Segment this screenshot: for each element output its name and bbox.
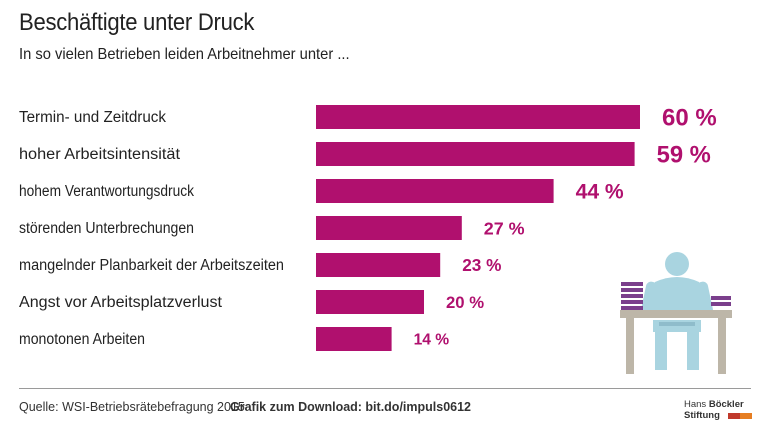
value-label: 60 % (662, 105, 717, 132)
bar (316, 327, 392, 351)
value-label: 14 % (414, 332, 450, 349)
category-label: Angst vor Arbeitsplatzverlust (19, 294, 223, 311)
stressed-worker-at-desk-icon (620, 252, 732, 374)
category-label: Termin- und Zeitdruck (19, 109, 166, 126)
category-label: störenden Unterbrechungen (19, 220, 194, 237)
hans-boeckler-stiftung-logo: Hans Böckler Stiftung (684, 399, 754, 425)
bar (316, 253, 441, 277)
value-label: 59 % (657, 142, 711, 169)
value-label: 27 % (484, 218, 525, 238)
value-label: 23 % (462, 255, 501, 275)
value-label: 20 % (446, 293, 484, 312)
chart-title: Beschäftigte unter Druck (19, 9, 255, 36)
logo-mark-icon (728, 413, 752, 419)
chart-subtitle: In so vielen Betrieben leiden Arbeitnehm… (19, 46, 350, 63)
download-link[interactable]: Grafik zum Download: bit.do/impuls0612 (230, 400, 472, 414)
bar (316, 216, 462, 240)
bar (316, 290, 424, 314)
value-label: 44 % (576, 181, 624, 204)
bar (316, 105, 640, 129)
category-label: mangelnder Planbarkeit der Arbeitszeiten (19, 257, 284, 274)
source-note: Quelle: WSI-Betriebsrätebefragung 2015 (19, 400, 245, 414)
footer-divider (19, 388, 751, 389)
category-label: hohem Verantwortungsdruck (19, 183, 194, 200)
bar-chart: Termin- und Zeitdruck 60 % hoher Arbeitsin… (19, 105, 717, 351)
bar (316, 179, 554, 203)
category-label: monotonen Arbeiten (19, 331, 145, 348)
bar (316, 142, 635, 166)
category-label: hoher Arbeitsintensität (19, 146, 181, 163)
